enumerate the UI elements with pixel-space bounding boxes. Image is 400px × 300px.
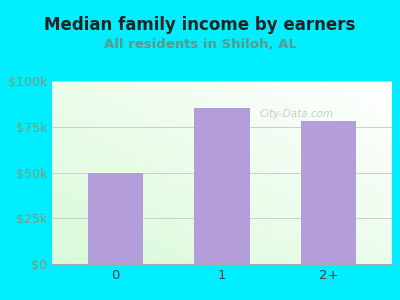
Bar	[88, 172, 143, 264]
Bar	[194, 108, 250, 264]
Text: Median family income by earners: Median family income by earners	[44, 16, 356, 34]
Text: City-Data.com: City-Data.com	[260, 109, 334, 119]
Bar	[301, 121, 356, 264]
Text: All residents in Shiloh, AL: All residents in Shiloh, AL	[104, 38, 296, 50]
